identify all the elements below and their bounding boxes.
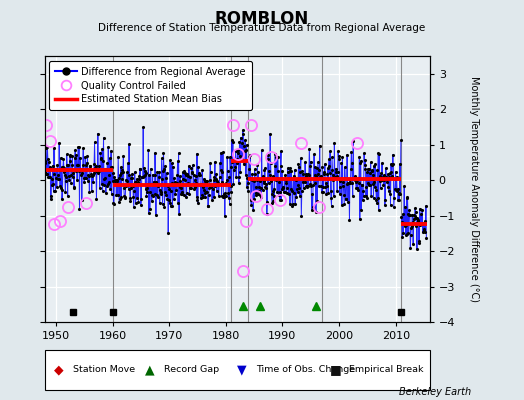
Text: Time of Obs. Change: Time of Obs. Change: [256, 366, 355, 374]
Text: Record Gap: Record Gap: [164, 366, 219, 374]
Text: Empirical Break: Empirical Break: [349, 366, 423, 374]
Text: ▼: ▼: [237, 364, 247, 376]
Legend: Difference from Regional Average, Quality Control Failed, Estimated Station Mean: Difference from Regional Average, Qualit…: [49, 61, 252, 110]
Text: ■: ■: [330, 364, 341, 376]
Text: Berkeley Earth: Berkeley Earth: [399, 387, 472, 397]
Text: Station Move: Station Move: [73, 366, 136, 374]
Text: ▲: ▲: [145, 364, 154, 376]
Y-axis label: Monthly Temperature Anomaly Difference (°C): Monthly Temperature Anomaly Difference (…: [469, 76, 479, 302]
Text: Difference of Station Temperature Data from Regional Average: Difference of Station Temperature Data f…: [99, 23, 425, 33]
Text: ROMBLON: ROMBLON: [215, 10, 309, 28]
Text: ◆: ◆: [54, 364, 64, 376]
